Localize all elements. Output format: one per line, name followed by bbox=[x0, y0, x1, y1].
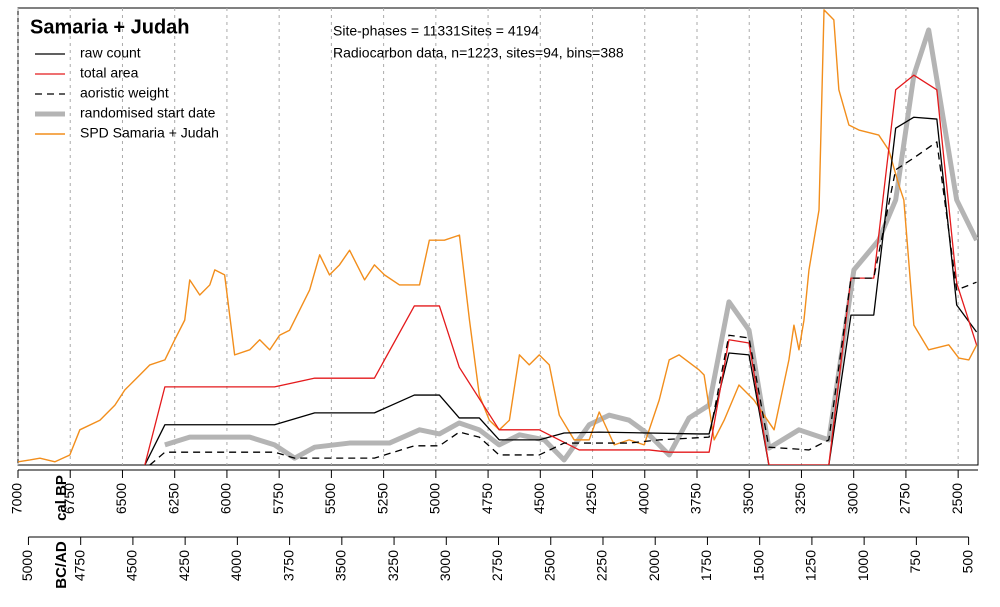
x-tick-label: 2750 bbox=[897, 483, 913, 514]
chart-title: Samaria + Judah bbox=[30, 16, 190, 38]
x-tick-label: 3000 bbox=[844, 483, 860, 514]
x-tick-label: 2500 bbox=[949, 483, 965, 514]
x-tick-label: 5000 bbox=[427, 483, 443, 514]
x2-tick-label: 3500 bbox=[333, 550, 349, 581]
x-tick-label: 5750 bbox=[270, 483, 286, 514]
x-tick-label: 6000 bbox=[218, 483, 234, 514]
x2-tick-label: 4250 bbox=[176, 550, 192, 581]
series-line bbox=[144, 116, 978, 465]
series-line bbox=[144, 74, 978, 465]
x-tick-label: 6500 bbox=[113, 483, 129, 514]
x-tick-label: 4750 bbox=[479, 483, 495, 514]
x-axis-title: cal BP bbox=[53, 475, 70, 521]
x2-tick-label: 3250 bbox=[385, 550, 401, 581]
x-tick-label: 6750 bbox=[61, 483, 77, 514]
annotation: Radiocarbon data, n=1223, sites=94, bins… bbox=[333, 45, 624, 61]
series-line bbox=[18, 9, 978, 463]
x-tick-label: 6250 bbox=[165, 483, 181, 514]
x2-tick-label: 500 bbox=[959, 550, 975, 574]
x-tick-label: 3250 bbox=[792, 483, 808, 514]
series-group bbox=[18, 9, 978, 465]
plot-frame bbox=[17, 7, 979, 466]
x-tick-label: 5500 bbox=[322, 483, 338, 514]
x-tick-label: 3750 bbox=[688, 483, 704, 514]
x2-tick-label: 4000 bbox=[228, 550, 244, 581]
x-tick-label: 4250 bbox=[583, 483, 599, 514]
x2-tick-label: 1250 bbox=[803, 550, 819, 581]
x2-tick-label: 5000 bbox=[19, 550, 35, 581]
x2-tick-label: 750 bbox=[907, 550, 923, 574]
legend-label: SPD Samaria + Judah bbox=[80, 125, 219, 141]
x2-axis-title: BC/AD bbox=[53, 541, 70, 589]
legend-label: raw count bbox=[80, 45, 141, 61]
axes: 7000 6750 6500 6250 6000 5750 5500 5250 5000 4750… bbox=[9, 469, 978, 581]
x-tick-label: 7000 bbox=[9, 483, 25, 514]
x2-tick-label: 3750 bbox=[280, 550, 296, 581]
x2-tick-label: 1000 bbox=[855, 550, 871, 581]
x2-tick-label: 4750 bbox=[71, 550, 87, 581]
x-tick-label: 4000 bbox=[635, 483, 651, 514]
legend-label: randomised start date bbox=[80, 105, 216, 121]
x2-tick-label: 2000 bbox=[646, 550, 662, 581]
legend-label: aoristic weight bbox=[80, 85, 169, 101]
x2-tick-label: 2500 bbox=[541, 550, 557, 581]
legend-label: total area bbox=[80, 65, 139, 81]
annotation: Site-phases = 11331Sites = 4194 bbox=[333, 23, 539, 39]
x2-tick-label: 1750 bbox=[698, 550, 714, 581]
legend: Samaria + Judah raw count total area aoris… bbox=[30, 16, 219, 140]
x-tick-label: 5250 bbox=[374, 483, 390, 514]
x2-tick-label: 4500 bbox=[124, 550, 140, 581]
x-tick-label: 4500 bbox=[531, 483, 547, 514]
x2-tick-label: 3000 bbox=[437, 550, 453, 581]
x2-tick-label: 1500 bbox=[750, 550, 766, 581]
series-line bbox=[164, 27, 978, 463]
grid bbox=[17, 8, 959, 465]
x-tick-label: 3500 bbox=[740, 483, 756, 514]
x2-tick-label: 2250 bbox=[594, 550, 610, 581]
series-line bbox=[149, 141, 977, 465]
x2-tick-label: 2750 bbox=[489, 550, 505, 581]
